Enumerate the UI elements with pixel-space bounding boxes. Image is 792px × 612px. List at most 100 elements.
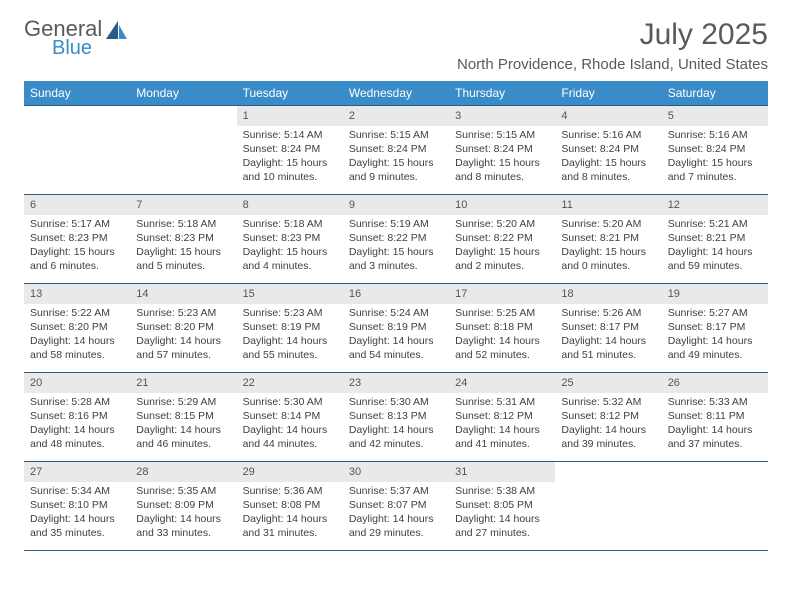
daylight-text: Daylight: 14 hours and 55 minutes. (243, 334, 337, 362)
day-cell: 9Sunrise: 5:19 AMSunset: 8:22 PMDaylight… (343, 195, 449, 283)
dow-wednesday: Wednesday (343, 81, 449, 105)
sunrise-text: Sunrise: 5:19 AM (349, 217, 443, 231)
day-number: 19 (662, 284, 768, 304)
day-body: Sunrise: 5:16 AMSunset: 8:24 PMDaylight:… (662, 126, 768, 191)
day-body: Sunrise: 5:33 AMSunset: 8:11 PMDaylight:… (662, 393, 768, 458)
day-number: 1 (237, 106, 343, 126)
day-cell: 28Sunrise: 5:35 AMSunset: 8:09 PMDayligh… (130, 462, 236, 550)
week-row: 13Sunrise: 5:22 AMSunset: 8:20 PMDayligh… (24, 283, 768, 372)
daylight-text: Daylight: 14 hours and 57 minutes. (136, 334, 230, 362)
sunset-text: Sunset: 8:13 PM (349, 409, 443, 423)
daylight-text: Daylight: 14 hours and 44 minutes. (243, 423, 337, 451)
day-number: 5 (662, 106, 768, 126)
day-body: Sunrise: 5:15 AMSunset: 8:24 PMDaylight:… (343, 126, 449, 191)
day-body: Sunrise: 5:22 AMSunset: 8:20 PMDaylight:… (24, 304, 130, 369)
day-body: Sunrise: 5:18 AMSunset: 8:23 PMDaylight:… (130, 215, 236, 280)
sunrise-text: Sunrise: 5:18 AM (243, 217, 337, 231)
day-body: Sunrise: 5:38 AMSunset: 8:05 PMDaylight:… (449, 482, 555, 547)
day-body: Sunrise: 5:20 AMSunset: 8:21 PMDaylight:… (555, 215, 661, 280)
day-cell: 20Sunrise: 5:28 AMSunset: 8:16 PMDayligh… (24, 373, 130, 461)
daylight-text: Daylight: 14 hours and 46 minutes. (136, 423, 230, 451)
daylight-text: Daylight: 14 hours and 41 minutes. (455, 423, 549, 451)
sunrise-text: Sunrise: 5:32 AM (561, 395, 655, 409)
sunset-text: Sunset: 8:23 PM (243, 231, 337, 245)
day-cell: 10Sunrise: 5:20 AMSunset: 8:22 PMDayligh… (449, 195, 555, 283)
daylight-text: Daylight: 14 hours and 33 minutes. (136, 512, 230, 540)
day-body: Sunrise: 5:35 AMSunset: 8:09 PMDaylight:… (130, 482, 236, 547)
day-number: 4 (555, 106, 661, 126)
day-number (24, 106, 130, 126)
sunrise-text: Sunrise: 5:26 AM (561, 306, 655, 320)
day-number: 8 (237, 195, 343, 215)
sunrise-text: Sunrise: 5:24 AM (349, 306, 443, 320)
sunrise-text: Sunrise: 5:16 AM (561, 128, 655, 142)
day-body: Sunrise: 5:30 AMSunset: 8:14 PMDaylight:… (237, 393, 343, 458)
day-number: 30 (343, 462, 449, 482)
sail-icon (106, 21, 128, 46)
dow-thursday: Thursday (449, 81, 555, 105)
daylight-text: Daylight: 14 hours and 48 minutes. (30, 423, 124, 451)
day-number: 29 (237, 462, 343, 482)
dow-saturday: Saturday (662, 81, 768, 105)
day-body: Sunrise: 5:16 AMSunset: 8:24 PMDaylight:… (555, 126, 661, 191)
day-number: 20 (24, 373, 130, 393)
sunrise-text: Sunrise: 5:34 AM (30, 484, 124, 498)
location-label: North Providence, Rhode Island, United S… (457, 56, 768, 73)
day-number: 22 (237, 373, 343, 393)
sunset-text: Sunset: 8:05 PM (455, 498, 549, 512)
day-cell: 17Sunrise: 5:25 AMSunset: 8:18 PMDayligh… (449, 284, 555, 372)
sunrise-text: Sunrise: 5:18 AM (136, 217, 230, 231)
day-of-week-row: Sunday Monday Tuesday Wednesday Thursday… (24, 81, 768, 105)
sunrise-text: Sunrise: 5:15 AM (349, 128, 443, 142)
sunset-text: Sunset: 8:09 PM (136, 498, 230, 512)
sunrise-text: Sunrise: 5:38 AM (455, 484, 549, 498)
sunset-text: Sunset: 8:10 PM (30, 498, 124, 512)
day-number: 11 (555, 195, 661, 215)
day-cell: 8 Sunrise: 5:18 AMSunset: 8:23 PMDaylight… (237, 195, 343, 283)
sunrise-text: Sunrise: 5:22 AM (30, 306, 124, 320)
sunset-text: Sunset: 8:19 PM (349, 320, 443, 334)
daylight-text: Daylight: 14 hours and 27 minutes. (455, 512, 549, 540)
day-cell (24, 106, 130, 194)
sunset-text: Sunset: 8:07 PM (349, 498, 443, 512)
day-cell: 15Sunrise: 5:23 AMSunset: 8:19 PMDayligh… (237, 284, 343, 372)
day-body: Sunrise: 5:29 AMSunset: 8:15 PMDaylight:… (130, 393, 236, 458)
day-body: Sunrise: 5:20 AMSunset: 8:22 PMDaylight:… (449, 215, 555, 280)
day-cell: 26Sunrise: 5:33 AMSunset: 8:11 PMDayligh… (662, 373, 768, 461)
week-row: 27Sunrise: 5:34 AMSunset: 8:10 PMDayligh… (24, 461, 768, 551)
daylight-text: Daylight: 15 hours and 9 minutes. (349, 156, 443, 184)
daylight-text: Daylight: 15 hours and 0 minutes. (561, 245, 655, 273)
sunset-text: Sunset: 8:12 PM (561, 409, 655, 423)
day-number: 16 (343, 284, 449, 304)
sunset-text: Sunset: 8:11 PM (668, 409, 762, 423)
sunset-text: Sunset: 8:20 PM (136, 320, 230, 334)
day-body: Sunrise: 5:17 AMSunset: 8:23 PMDaylight:… (24, 215, 130, 280)
sunrise-text: Sunrise: 5:20 AM (561, 217, 655, 231)
day-number: 28 (130, 462, 236, 482)
daylight-text: Daylight: 15 hours and 4 minutes. (243, 245, 337, 273)
day-body: Sunrise: 5:25 AMSunset: 8:18 PMDaylight:… (449, 304, 555, 369)
title-block: July 2025 North Providence, Rhode Island… (457, 18, 768, 73)
daylight-text: Daylight: 14 hours and 52 minutes. (455, 334, 549, 362)
day-cell: 30Sunrise: 5:37 AMSunset: 8:07 PMDayligh… (343, 462, 449, 550)
day-cell: 25Sunrise: 5:32 AMSunset: 8:12 PMDayligh… (555, 373, 661, 461)
day-body: Sunrise: 5:31 AMSunset: 8:12 PMDaylight:… (449, 393, 555, 458)
day-body: Sunrise: 5:27 AMSunset: 8:17 PMDaylight:… (662, 304, 768, 369)
day-number: 24 (449, 373, 555, 393)
sunset-text: Sunset: 8:08 PM (243, 498, 337, 512)
sunset-text: Sunset: 8:21 PM (668, 231, 762, 245)
header: General Blue July 2025 North Providence,… (24, 18, 768, 73)
sunrise-text: Sunrise: 5:30 AM (243, 395, 337, 409)
day-cell: 29Sunrise: 5:36 AMSunset: 8:08 PMDayligh… (237, 462, 343, 550)
day-number: 18 (555, 284, 661, 304)
day-cell: 6Sunrise: 5:17 AMSunset: 8:23 PMDaylight… (24, 195, 130, 283)
sunset-text: Sunset: 8:17 PM (668, 320, 762, 334)
day-number: 26 (662, 373, 768, 393)
daylight-text: Daylight: 15 hours and 8 minutes. (455, 156, 549, 184)
daylight-text: Daylight: 15 hours and 6 minutes. (30, 245, 124, 273)
sunrise-text: Sunrise: 5:14 AM (243, 128, 337, 142)
sunset-text: Sunset: 8:23 PM (136, 231, 230, 245)
dow-tuesday: Tuesday (237, 81, 343, 105)
sunrise-text: Sunrise: 5:20 AM (455, 217, 549, 231)
day-cell: 2Sunrise: 5:15 AMSunset: 8:24 PMDaylight… (343, 106, 449, 194)
